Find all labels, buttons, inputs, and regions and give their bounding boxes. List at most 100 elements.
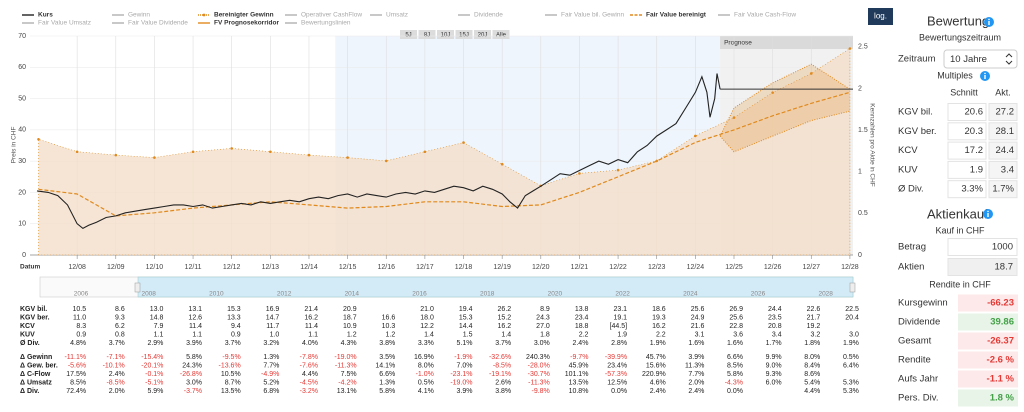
y2-tick-label: 0.5 xyxy=(858,210,868,217)
table-cell: 15.6% xyxy=(646,362,666,369)
table-cell: 1.4 xyxy=(424,332,434,339)
table-cell: 16.2 xyxy=(304,314,318,321)
table-cell: 18.7 xyxy=(343,314,357,321)
table-cell: 0.5% xyxy=(418,380,434,387)
table-cell: 9.3% xyxy=(766,371,782,378)
table-cell: -10.1% xyxy=(103,362,125,369)
legend-label[interactable]: Fair Value Umsatz xyxy=(38,20,91,27)
return-box xyxy=(958,332,1018,350)
table-cell: 12.6 xyxy=(188,314,202,321)
table-cell: 0.5% xyxy=(843,354,859,361)
input-value[interactable]: 1000 xyxy=(992,242,1013,253)
earnings-point xyxy=(578,172,581,175)
period-select[interactable] xyxy=(943,49,1018,69)
table-cell: 5.8% xyxy=(379,388,395,395)
multiple-current: 28.1 xyxy=(996,126,1015,137)
table-cell: -3.2% xyxy=(300,388,318,395)
table-cell: 9.4 xyxy=(231,323,241,330)
range-button-label[interactable]: 10J xyxy=(441,32,451,38)
earnings-point xyxy=(423,150,427,154)
table-cell: 5.4% xyxy=(804,380,820,387)
navigator-handle[interactable] xyxy=(134,282,141,293)
legend-label[interactable]: Bewertungslinien xyxy=(301,20,351,27)
range-button[interactable] xyxy=(400,30,417,39)
table-row-label: KGV bil. xyxy=(20,306,47,313)
legend-label[interactable]: Dividende xyxy=(474,12,503,19)
y2-tick-label: 2.5 xyxy=(858,44,868,51)
legend-label[interactable]: Kurs xyxy=(38,12,53,19)
navigator-selection[interactable] xyxy=(137,276,854,298)
earnings-point xyxy=(771,91,774,94)
range-button[interactable] xyxy=(418,30,436,39)
table-cell: 15.2 xyxy=(498,314,512,321)
table-cell: 8.6% xyxy=(804,371,820,378)
table-cell: 15.3 xyxy=(459,314,473,321)
legend-label[interactable]: Fair Value Cash-Flow xyxy=(734,12,796,19)
table-cell: 8.0% xyxy=(804,354,820,361)
table-cell: 13.1 xyxy=(188,306,202,313)
input-box[interactable] xyxy=(947,238,1018,256)
legend-label[interactable]: Operativer CashFlow xyxy=(301,12,362,19)
table-cell: [44.5] xyxy=(610,323,628,330)
table-cell: 45.9% xyxy=(569,362,589,369)
table-cell: 8.3 xyxy=(76,323,86,330)
legend-label[interactable]: Fair Value bereinigt xyxy=(646,12,707,19)
x-tick-label: 12/21 xyxy=(571,264,589,271)
table-cell: 16.2 xyxy=(498,323,512,330)
table-cell: 4.3% xyxy=(341,340,357,347)
legend-label[interactable]: Gewinn xyxy=(128,12,150,19)
legend-label[interactable]: Umsatz xyxy=(386,12,408,19)
table-cell: 27.0 xyxy=(536,323,550,330)
y2-tick-label: 1.5 xyxy=(858,127,868,134)
legend-label[interactable]: Bereinigter Gewinn xyxy=(214,12,274,19)
select-arrow[interactable] xyxy=(1005,53,1013,65)
range-button-label[interactable]: Alle xyxy=(496,32,507,38)
legend-label[interactable]: Fair Value Dividende xyxy=(128,20,188,27)
table-row-label: Δ Umsatz xyxy=(20,380,52,387)
return-value: -1.1 % xyxy=(987,374,1015,385)
input-value: 18.7 xyxy=(995,262,1014,273)
table-cell: 13.0 xyxy=(150,306,164,313)
range-button-label[interactable]: 20J xyxy=(478,32,488,38)
range-button[interactable] xyxy=(437,30,454,39)
table-cell: 16.6 xyxy=(382,314,396,321)
value-box xyxy=(988,180,1018,199)
range-button-label[interactable]: 8J xyxy=(424,32,430,38)
fair-value-line xyxy=(38,91,851,217)
table-cell: 3.0% xyxy=(534,340,550,347)
legend-marker-dot[interactable] xyxy=(202,13,206,17)
table-cell: -4.5% xyxy=(300,380,318,387)
x-tick-label: 12/18 xyxy=(455,264,473,271)
table-row-label: KGV ber. xyxy=(20,314,50,321)
period-select-value[interactable]: 10 Jahre xyxy=(950,54,987,65)
legend-label[interactable]: FV Prognosekorridor xyxy=(214,20,279,27)
y-axis-title: Preis in CHF xyxy=(11,127,18,164)
range-button-label[interactable]: 15J xyxy=(459,32,469,38)
table-cell: 0.9 xyxy=(76,332,86,339)
navigator-handle[interactable] xyxy=(849,282,856,293)
table-cell: 1.7% xyxy=(766,340,782,347)
table-cell: -4.3% xyxy=(725,380,743,387)
panel-subtitle: Kauf in CHF xyxy=(935,225,985,235)
range-button[interactable] xyxy=(492,30,510,39)
log-button[interactable] xyxy=(868,8,893,25)
multiple-label: KGV ber. xyxy=(898,126,937,137)
table-cell: 1.9% xyxy=(650,340,666,347)
y2-tick-label: 0 xyxy=(858,252,862,259)
earnings-point xyxy=(809,72,813,75)
table-cell: -15.4% xyxy=(141,354,163,361)
range-button[interactable] xyxy=(455,30,473,39)
range-button-label[interactable]: 5J xyxy=(405,32,411,38)
column-header: Schnitt xyxy=(950,87,978,97)
return-label: Pers. Div. xyxy=(898,393,938,404)
return-box xyxy=(958,294,1018,312)
log-button-label[interactable]: log. xyxy=(874,12,887,21)
range-button[interactable] xyxy=(474,30,491,39)
table-cell: 5.8% xyxy=(186,354,202,361)
legend-label[interactable]: Fair Value bil. Gewinn xyxy=(561,12,624,19)
input-label: Betrag xyxy=(898,242,926,253)
table-cell: 3.8% xyxy=(495,388,511,395)
multiple-average: 20.6 xyxy=(965,107,984,118)
table-cell: 6.4% xyxy=(843,362,859,369)
table-cell: -19.0% xyxy=(334,354,356,361)
